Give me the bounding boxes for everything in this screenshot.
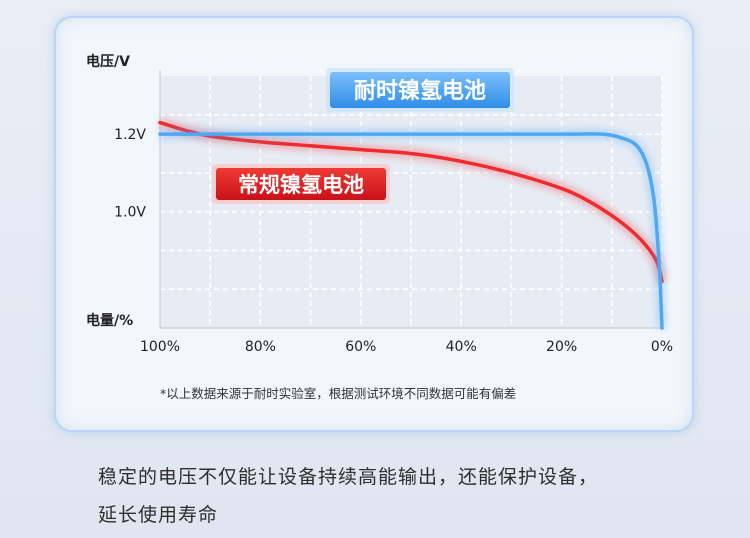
axes (159, 70, 662, 329)
chart-card: 100% 80% 60% 40% 20% 0% 1.2V 1.0V 耐时镍氢电池 常规镍氢电池 … (54, 16, 694, 432)
x-tick-label: 20% (546, 339, 577, 355)
footnote: *以上数据来源于耐时实验室，根据测试环境不同数据可能有偏差 (160, 386, 516, 401)
tick-labels: 100% 80% 60% 40% 20% 0% 1.2V 1.0V (114, 127, 673, 355)
x-tick-label: 100% (140, 339, 180, 355)
series-line-regular (158, 120, 664, 284)
legend-regular: 常规镍氢电池 (212, 164, 390, 204)
legend-regular-label: 常规镍氢电池 (238, 173, 364, 197)
discharge-chart: 100% 80% 60% 40% 20% 0%1.2V1.0V 耐时镍氢电池常规镍氢电池 … (86, 53, 673, 401)
legend-naishi-label: 耐时镍氢电池 (354, 78, 486, 104)
legend-naishi: 耐时镍氢电池 (326, 68, 514, 112)
x-axis-label: 电量/% (86, 312, 133, 329)
series-lines (158, 118, 667, 330)
y-tick-label: 1.2V (114, 127, 146, 143)
caption-line-1: 稳定的电压不仅能让设备持续高能输出，还能保护设备， (98, 466, 599, 488)
x-tick-label: 60% (345, 339, 376, 355)
caption-line-2: 延长使用寿命 (98, 504, 219, 526)
x-tick-label: 80% (245, 339, 276, 355)
series-line-naishi (158, 132, 664, 330)
x-tick-label: 40% (446, 339, 477, 355)
y-axis-label: 电压/V (86, 53, 130, 70)
y-tick-label: 1.0V (114, 205, 146, 221)
x-tick-label: 0% (651, 339, 673, 355)
